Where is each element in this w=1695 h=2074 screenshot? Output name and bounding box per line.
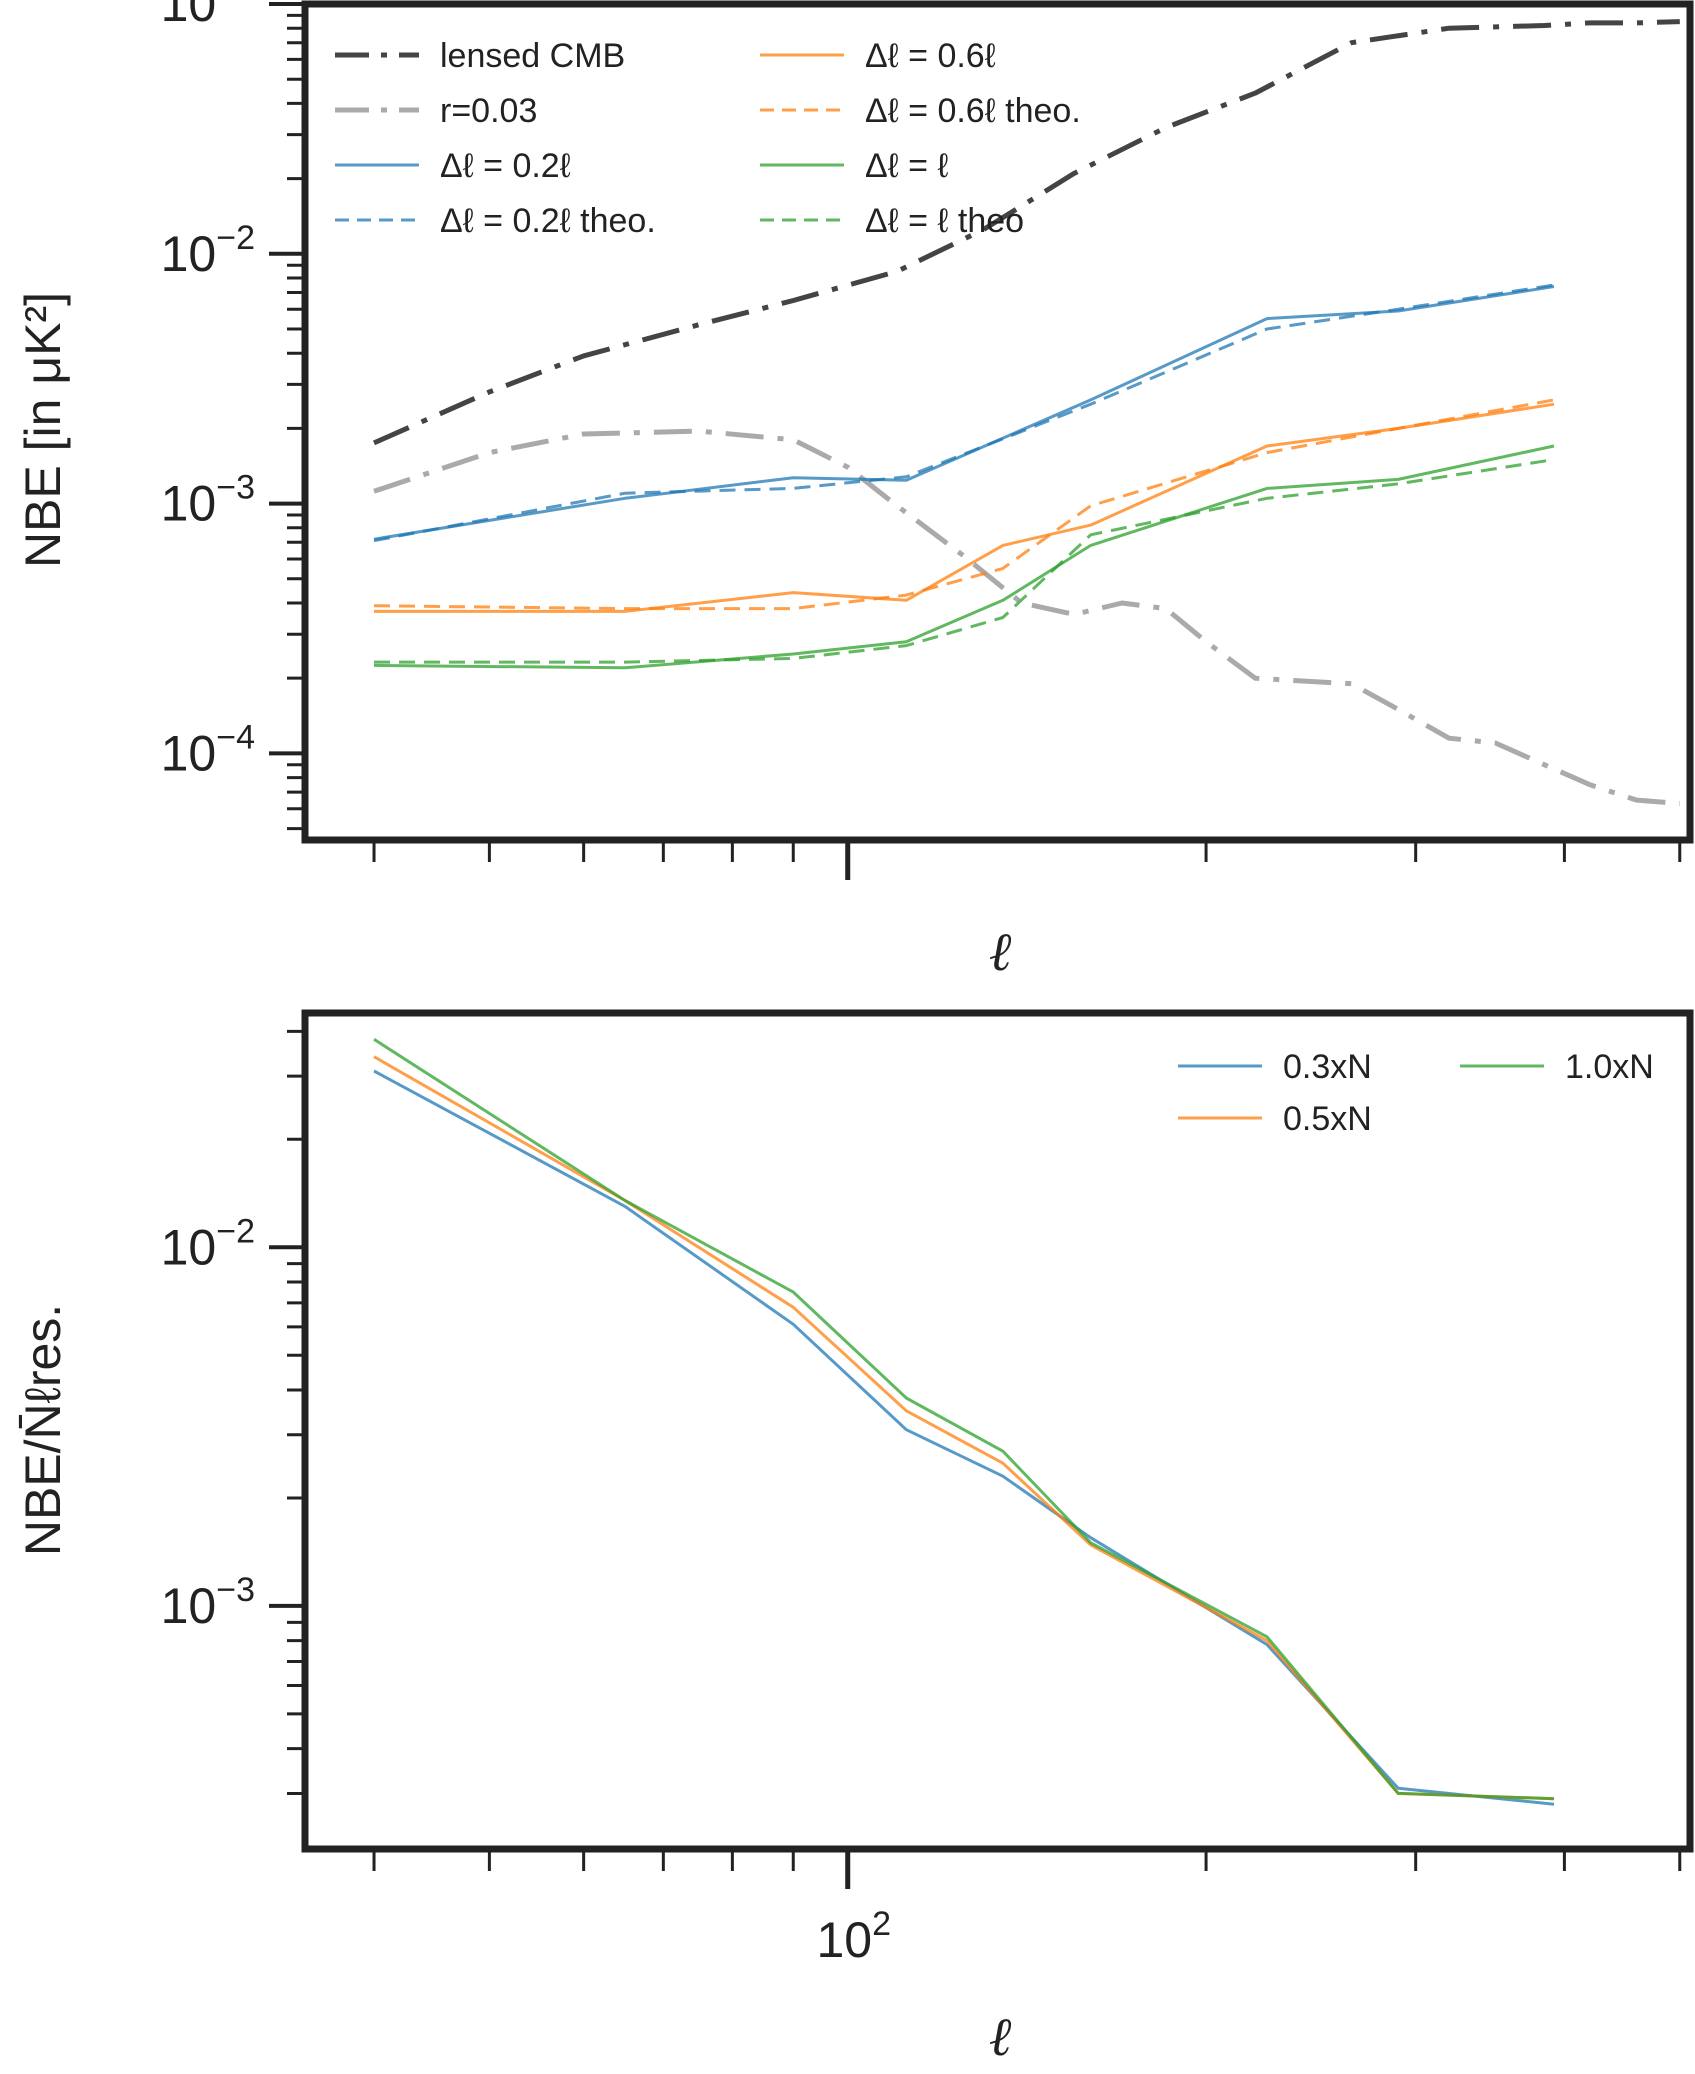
y-tick-label: 10−2 [161,219,255,282]
series-line-3 [373,283,1555,543]
top-legend: lensed CMB r=0.03 Δℓ = 0.2ℓ Δℓ = 0.2ℓ theo.… [335,37,1081,240]
legend-label: Δℓ = ℓ theo [865,202,1024,240]
top-plot-frame [301,0,1694,844]
bottom-x-tick-labels: 102 [816,1905,891,1968]
legend-label: r=0.03 [440,92,537,130]
top-y-axis-label: NBE [in μK²] [15,292,71,568]
bottom-legend: 0.3xN 0.5xN 1.0xN [1178,1048,1654,1138]
series-line-7 [374,458,1555,664]
y-tick-label: 10−1 [161,0,255,32]
series-line-4 [374,402,1555,613]
legend-label: 1.0xN [1565,1048,1654,1086]
series-line-6 [373,444,1555,670]
legend-label: Δℓ = 0.2ℓ [440,147,571,185]
top-y-tick-labels: 10−1 10−2 10−3 10−4 [161,0,255,781]
legend-label: Δℓ = 0.2ℓ theo. [440,202,656,240]
y-tick-label: 10−2 [161,1212,255,1275]
top-x-ticks [372,840,1682,880]
legend-label: Δℓ = ℓ [865,147,948,185]
bottom-x-ticks [372,1849,1682,1889]
legend-label: 0.3xN [1283,1048,1372,1086]
y-tick-label: 10−3 [161,1571,255,1634]
x-tick-label: 102 [816,1905,891,1968]
legend-label: lensed CMB [440,37,625,75]
series-line-2 [373,1038,1555,1801]
y-tick-label: 10−4 [161,718,255,781]
series-line-5 [373,398,1555,611]
bottom-x-axis-label: ℓ [989,2005,1012,2068]
series-line-0 [372,19,1680,446]
top-panel: 10−1 10−2 10−3 10−4 lensed CMB r=0.03 Δℓ = 0.… [15,0,1694,983]
legend-label: Δℓ = 0.6ℓ [865,37,996,75]
legend-label: 0.5xN [1283,1100,1372,1138]
bottom-plot-frame [301,1009,1694,1853]
top-x-axis-label: ℓ [989,920,1012,983]
bottom-series-lines [373,1038,1555,1806]
bottom-y-tick-labels: 10−2 10−3 [161,1212,255,1634]
legend-label: Δℓ = 0.6ℓ theo. [865,92,1081,130]
y-tick-label: 10−3 [161,469,255,532]
top-series-lines [372,19,1680,806]
bottom-panel: 10−2 10−3 102 0.3xN 0.5xN 1.0xN ℓ NBE/N̄ℓre… [15,1009,1694,2068]
bottom-y-axis-label: NBE/N̄ℓres. [15,1304,71,1556]
series-line-1 [373,428,1680,806]
